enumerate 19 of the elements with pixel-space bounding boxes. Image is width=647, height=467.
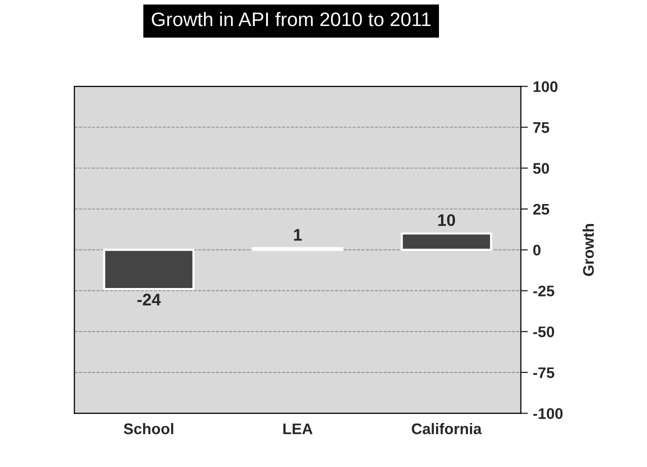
y-tick-label: 25 [533,204,550,215]
x-tick-label: LEA [283,424,312,434]
x-tick-label: California [412,423,482,434]
data-label: -24 [137,294,161,306]
y-tick-label: 50 [533,162,550,174]
data-label: 10 [438,214,456,226]
y-tick-label: 75 [533,122,550,133]
bar [103,248,194,290]
y-tick-label: 100 [534,81,558,92]
y-axis-title: Growth [582,224,594,276]
data-label: 1 [294,229,302,241]
y-tick-label: -75 [533,367,554,378]
y-tick-label: -100 [533,408,563,419]
y-tick-label: -25 [533,286,554,296]
chart-title: Growth in API from 2010 to 2011 [152,12,431,26]
bar [400,232,492,251]
x-tick-label: School [124,423,174,434]
y-tick-label: 0 [533,244,541,256]
y-tick-label: -50 [533,326,554,338]
